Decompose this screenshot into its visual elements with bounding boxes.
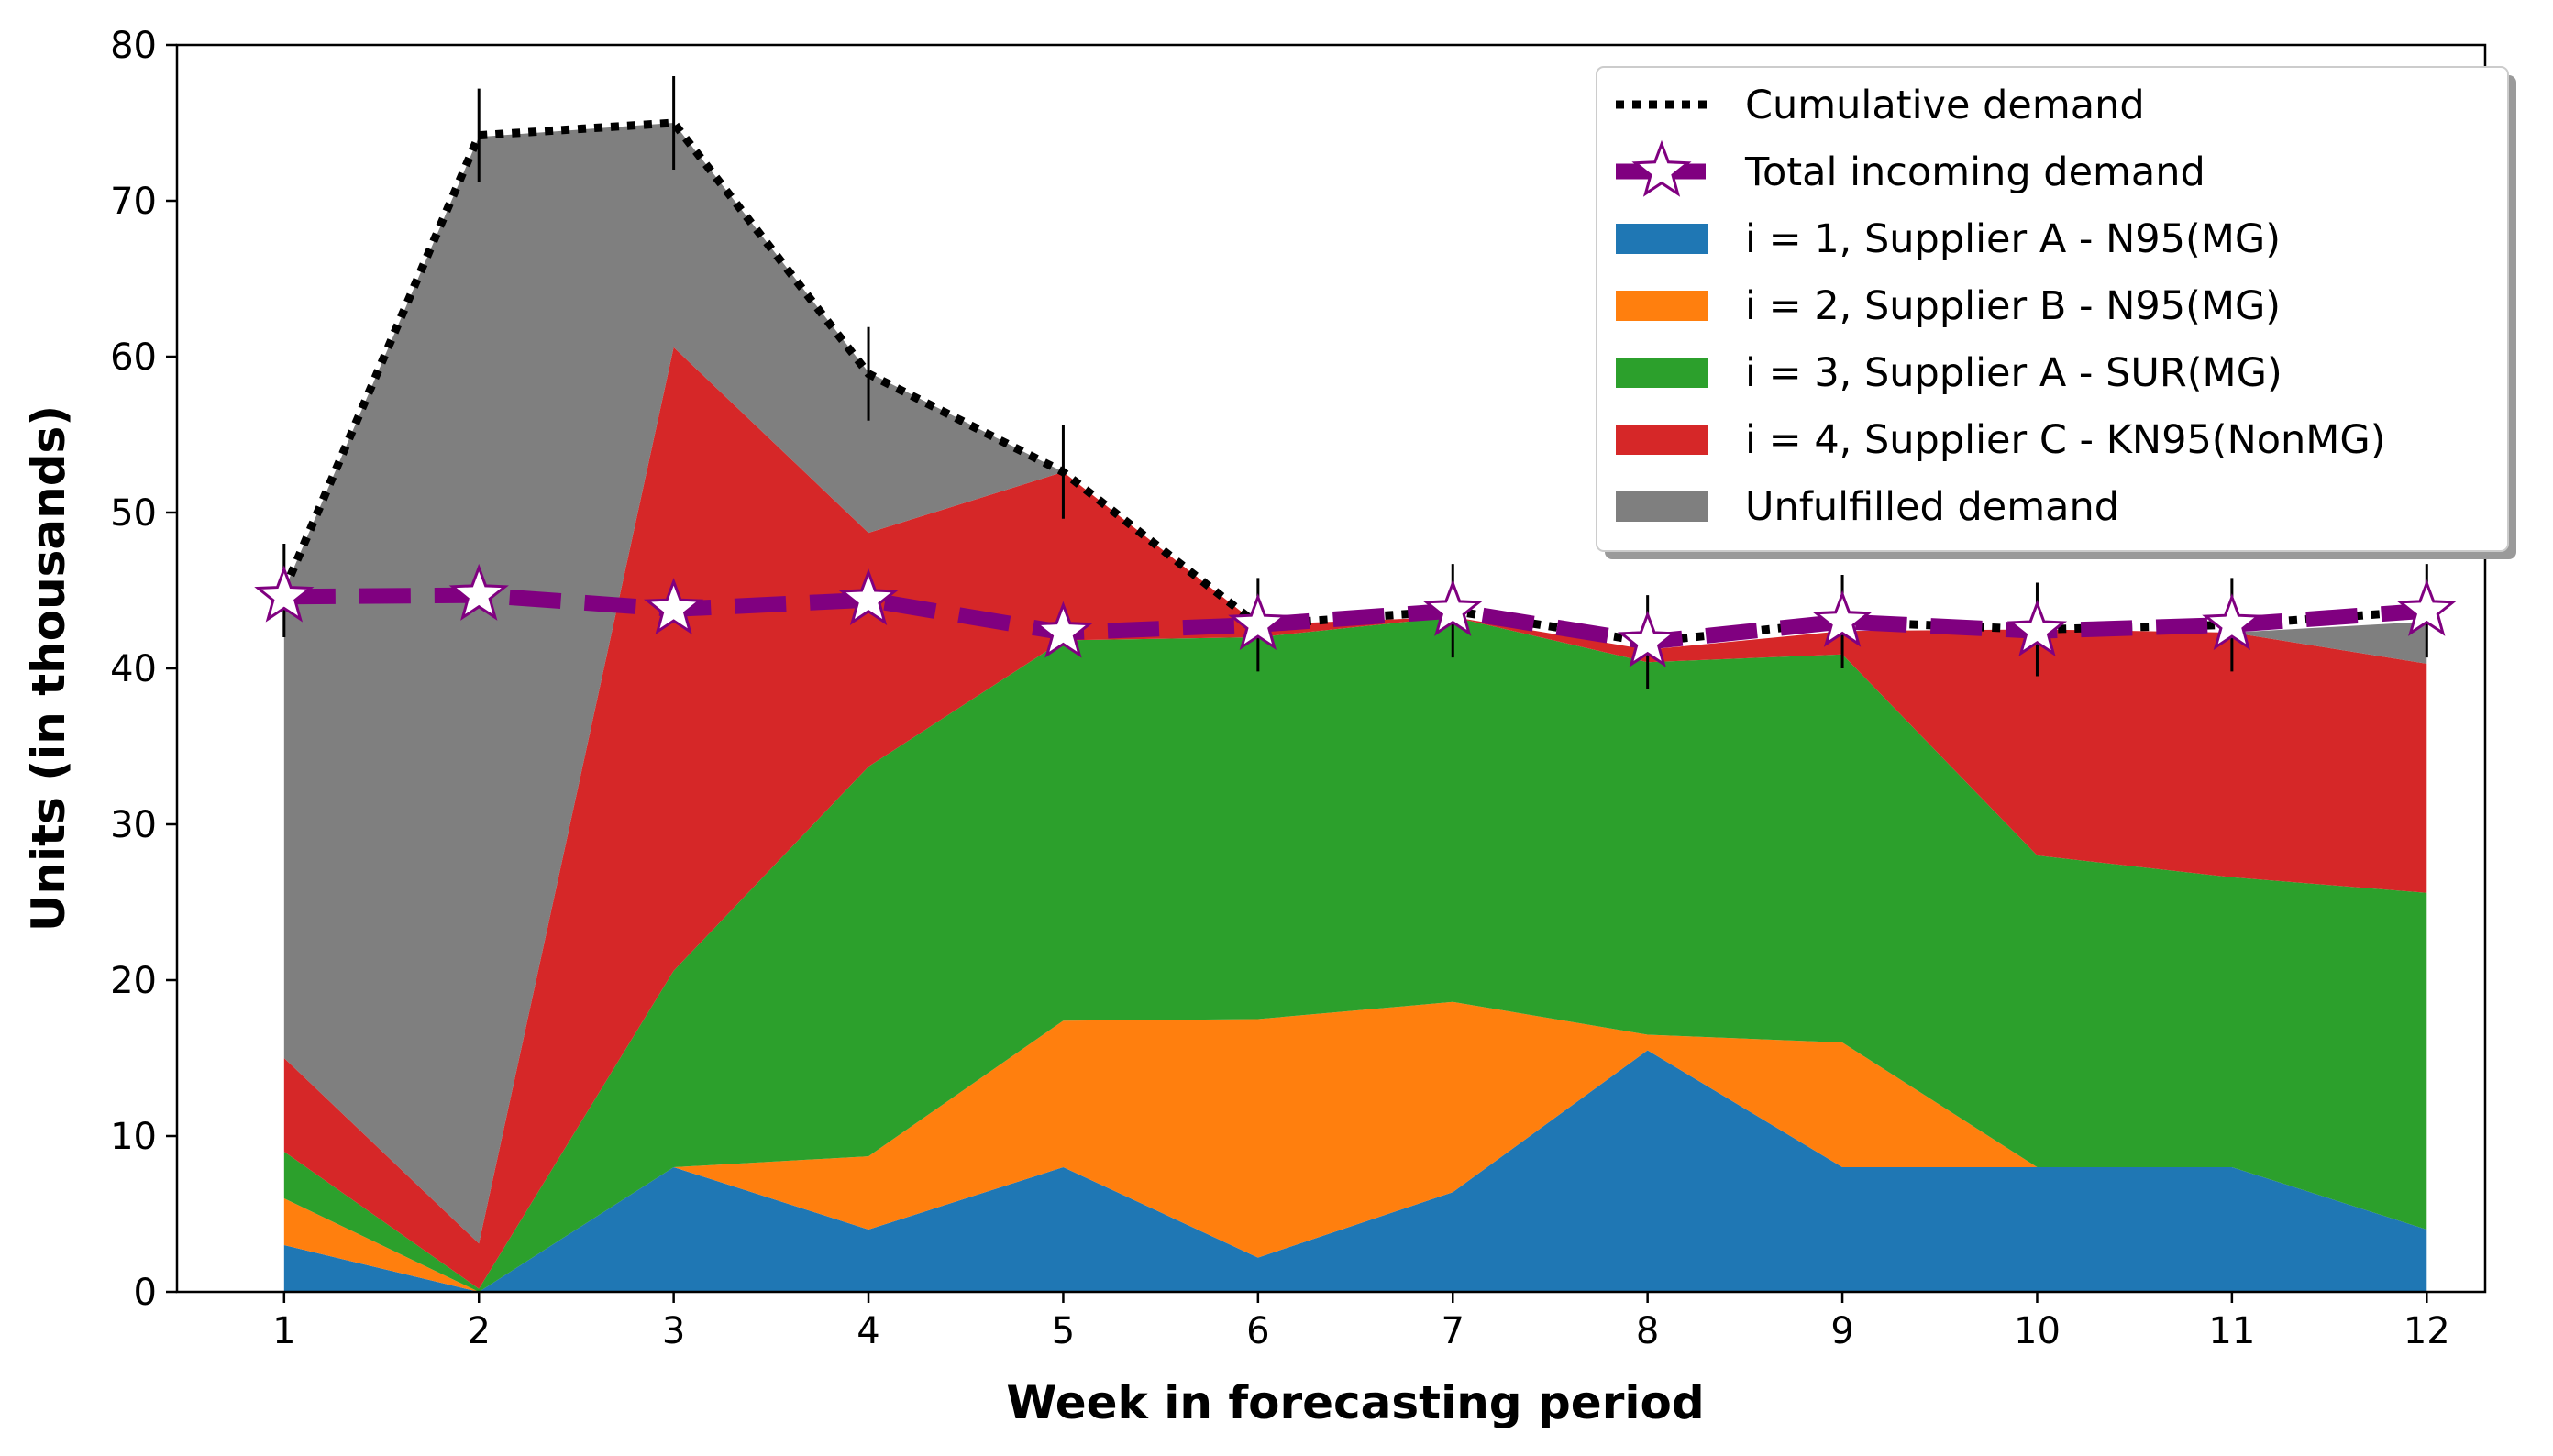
total-incoming-demand-line	[283, 587, 2427, 650]
x-tick-label: 9	[1830, 1310, 1853, 1352]
legend-label: i = 4, Supplier C - KN95(NonMG)	[1745, 417, 2386, 463]
legend-box	[1596, 66, 2509, 552]
incoming-demand-marker	[2202, 593, 2262, 651]
area-series-1	[283, 1050, 2427, 1292]
total-incoming-demand-series	[254, 563, 2457, 667]
y-tick-label: 60	[110, 336, 157, 379]
y-tick-label: 20	[110, 960, 157, 1002]
incoming-demand-marker	[1618, 610, 1678, 667]
incoming-demand-marker	[838, 568, 899, 625]
legend-label: Total incoming demand	[1744, 149, 2205, 195]
legend-swatch	[1616, 491, 1708, 522]
legend-label: i = 3, Supplier A - SUR(MG)	[1745, 350, 2282, 396]
legend-label: i = 2, Supplier B - N95(MG)	[1745, 283, 2281, 329]
x-tick-label: 8	[1636, 1310, 1659, 1352]
incoming-demand-marker	[644, 578, 704, 635]
area-series-5	[283, 123, 2427, 1244]
stacked-areas	[283, 123, 2427, 1292]
area-series-4	[283, 347, 2427, 1289]
area-series-3	[283, 616, 2427, 1292]
legend-label: i = 1, Supplier A - N95(MG)	[1745, 216, 2281, 262]
x-tick-label: 5	[1052, 1310, 1075, 1352]
legend-label: Unfulfilled demand	[1745, 484, 2119, 530]
legend-swatch	[1616, 425, 1708, 455]
x-tick-label: 6	[1246, 1310, 1269, 1352]
x-tick-label: 7	[1442, 1310, 1464, 1352]
y-tick-label: 0	[134, 1272, 157, 1314]
x-tick-label: 10	[2014, 1310, 2061, 1352]
incoming-demand-marker	[2396, 579, 2457, 636]
x-tick-label: 2	[468, 1310, 491, 1352]
x-tick-label: 3	[662, 1310, 685, 1352]
y-tick-label: 30	[110, 804, 157, 846]
y-tick-label: 40	[110, 648, 157, 690]
area-series-2	[283, 1001, 2427, 1292]
y-tick-label: 10	[110, 1116, 157, 1158]
y-axis-ticks: 0 10 20 30 40 50 60 70 80	[110, 25, 177, 1314]
incoming-demand-marker	[1033, 601, 1094, 658]
incoming-demand-marker	[2006, 599, 2068, 656]
x-axis-label: Week in forecasting period	[1006, 1376, 1704, 1429]
x-tick-label: 11	[2208, 1310, 2255, 1352]
legend-swatch	[1616, 291, 1708, 321]
y-tick-label: 50	[110, 492, 157, 535]
y-tick-label: 80	[110, 25, 157, 67]
incoming-demand-marker	[1422, 579, 1483, 636]
y-tick-label: 70	[110, 181, 157, 223]
legend-swatch	[1616, 358, 1708, 388]
legend: Cumulative demand Total incoming demand i …	[1596, 66, 2516, 559]
legend-label: Cumulative demand	[1745, 83, 2145, 128]
x-tick-label: 12	[2404, 1310, 2450, 1352]
incoming-demand-marker	[254, 565, 315, 623]
legend-swatch	[1616, 224, 1708, 254]
x-axis-ticks: 1 2 3 4 5 6 7 8 9 10 11 12	[272, 1292, 2450, 1352]
incoming-demand-marker	[1228, 593, 1288, 651]
x-tick-label: 1	[272, 1310, 295, 1352]
incoming-demand-marker	[448, 563, 509, 621]
incoming-demand-marker	[1812, 590, 1873, 647]
legend-star-icon	[1631, 139, 1692, 197]
y-axis-label: Units (in thousands)	[22, 405, 75, 932]
x-tick-label: 4	[857, 1310, 879, 1352]
